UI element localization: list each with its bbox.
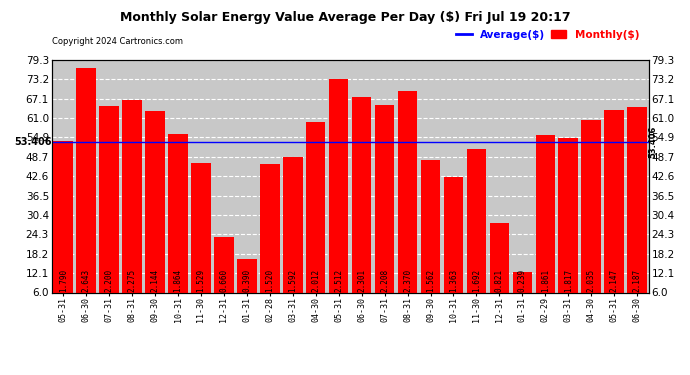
Bar [77,68,96,292]
Bar [582,120,601,292]
Bar [604,110,624,292]
Text: 1.562: 1.562 [426,268,435,291]
Bar [466,149,486,292]
Bar [558,138,578,292]
Text: 1.790: 1.790 [59,268,68,291]
Text: 2.301: 2.301 [357,268,366,291]
Bar [490,223,509,292]
Bar [421,160,440,292]
Legend: Average($), Monthly($): Average($), Monthly($) [453,26,643,44]
Text: 53.406: 53.406 [14,137,52,147]
Text: Monthly Solar Energy Value Average Per Day ($) Fri Jul 19 20:17: Monthly Solar Energy Value Average Per D… [119,11,571,24]
Text: 1.692: 1.692 [472,268,481,291]
Text: 2.643: 2.643 [81,268,90,291]
Bar [146,111,165,292]
Text: 2.512: 2.512 [334,268,343,291]
Bar [191,163,210,292]
Text: Copyright 2024 Cartronics.com: Copyright 2024 Cartronics.com [52,38,183,46]
Text: 53.406: 53.406 [649,126,658,158]
Bar [513,272,532,292]
Bar [375,105,395,292]
Text: 0.390: 0.390 [242,268,251,291]
Text: 2.370: 2.370 [403,268,412,291]
Text: 2.147: 2.147 [610,268,619,291]
Text: 2.012: 2.012 [311,268,320,291]
Bar [168,134,188,292]
Bar [99,106,119,292]
Text: 2.275: 2.275 [128,268,137,291]
Text: 1.520: 1.520 [266,268,275,291]
Text: 1.363: 1.363 [449,268,458,291]
Text: 2.208: 2.208 [380,268,389,291]
Text: 1.817: 1.817 [564,268,573,291]
Bar [283,158,302,292]
Text: 0.660: 0.660 [219,268,228,291]
Text: 2.200: 2.200 [105,268,114,291]
Text: 2.144: 2.144 [150,268,159,291]
Bar [260,164,279,292]
Bar [627,107,647,292]
Bar [535,135,555,292]
Bar [444,177,463,292]
Text: 1.864: 1.864 [173,268,183,291]
Bar [306,122,326,292]
Text: 2.035: 2.035 [586,268,595,291]
Text: 2.187: 2.187 [633,268,642,291]
Bar [352,98,371,292]
Bar [214,237,234,292]
Bar [237,260,257,292]
Bar [329,80,348,292]
Text: 0.239: 0.239 [518,268,527,291]
Text: 1.529: 1.529 [197,268,206,291]
Text: 1.592: 1.592 [288,268,297,291]
Bar [122,99,142,292]
Bar [398,92,417,292]
Text: 0.821: 0.821 [495,268,504,291]
Text: 1.861: 1.861 [541,268,550,291]
Bar [53,141,73,292]
